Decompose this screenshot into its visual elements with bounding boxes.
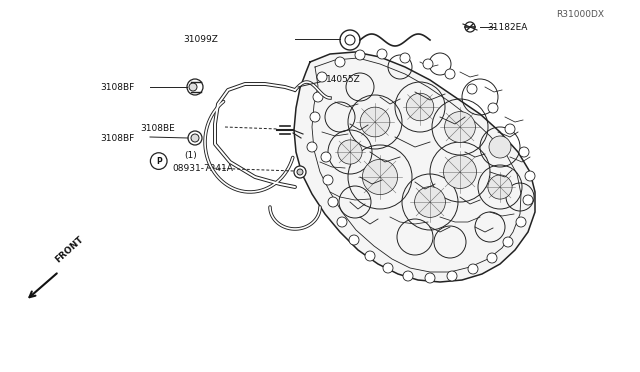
Circle shape: [310, 112, 320, 122]
Circle shape: [447, 271, 457, 281]
Circle shape: [423, 59, 433, 69]
Text: 31182EA: 31182EA: [487, 22, 527, 32]
Circle shape: [337, 217, 347, 227]
Circle shape: [328, 197, 338, 207]
Text: (1): (1): [184, 151, 196, 160]
Circle shape: [468, 264, 478, 274]
Circle shape: [516, 217, 526, 227]
Circle shape: [338, 140, 362, 164]
Circle shape: [365, 251, 375, 261]
Text: R31000DX: R31000DX: [556, 10, 604, 19]
Text: P: P: [156, 157, 161, 166]
Circle shape: [355, 50, 365, 60]
Circle shape: [523, 195, 533, 205]
Circle shape: [313, 92, 323, 102]
Circle shape: [503, 237, 513, 247]
Circle shape: [335, 57, 345, 67]
Circle shape: [489, 136, 511, 158]
Circle shape: [406, 93, 434, 121]
Text: 3108BF: 3108BF: [100, 134, 134, 142]
Text: 3108BF: 3108BF: [100, 83, 134, 92]
Circle shape: [400, 53, 410, 63]
Circle shape: [297, 169, 303, 175]
Polygon shape: [294, 52, 535, 282]
Circle shape: [525, 171, 535, 181]
Text: 31099Z: 31099Z: [183, 35, 218, 44]
Circle shape: [444, 155, 477, 189]
Circle shape: [321, 152, 331, 162]
Text: 08931-7241A: 08931-7241A: [172, 164, 233, 173]
Text: 14055Z: 14055Z: [326, 74, 361, 83]
Circle shape: [349, 235, 359, 245]
Circle shape: [362, 159, 397, 195]
Circle shape: [425, 273, 435, 283]
Circle shape: [294, 166, 306, 178]
Text: FRONT: FRONT: [53, 234, 85, 264]
Circle shape: [150, 153, 167, 169]
Circle shape: [360, 107, 390, 137]
Circle shape: [505, 124, 515, 134]
Circle shape: [189, 83, 197, 91]
Circle shape: [487, 253, 497, 263]
Circle shape: [445, 69, 455, 79]
Circle shape: [323, 175, 333, 185]
Circle shape: [317, 72, 327, 82]
Circle shape: [377, 49, 387, 59]
Circle shape: [403, 271, 413, 281]
Circle shape: [307, 142, 317, 152]
Circle shape: [415, 187, 445, 217]
Circle shape: [191, 134, 199, 142]
Text: 3108BE: 3108BE: [140, 124, 175, 132]
Circle shape: [187, 79, 203, 95]
Circle shape: [488, 103, 498, 113]
Circle shape: [519, 147, 529, 157]
Circle shape: [467, 84, 477, 94]
Circle shape: [445, 112, 476, 142]
Circle shape: [488, 175, 512, 199]
Circle shape: [188, 131, 202, 145]
Circle shape: [383, 263, 393, 273]
